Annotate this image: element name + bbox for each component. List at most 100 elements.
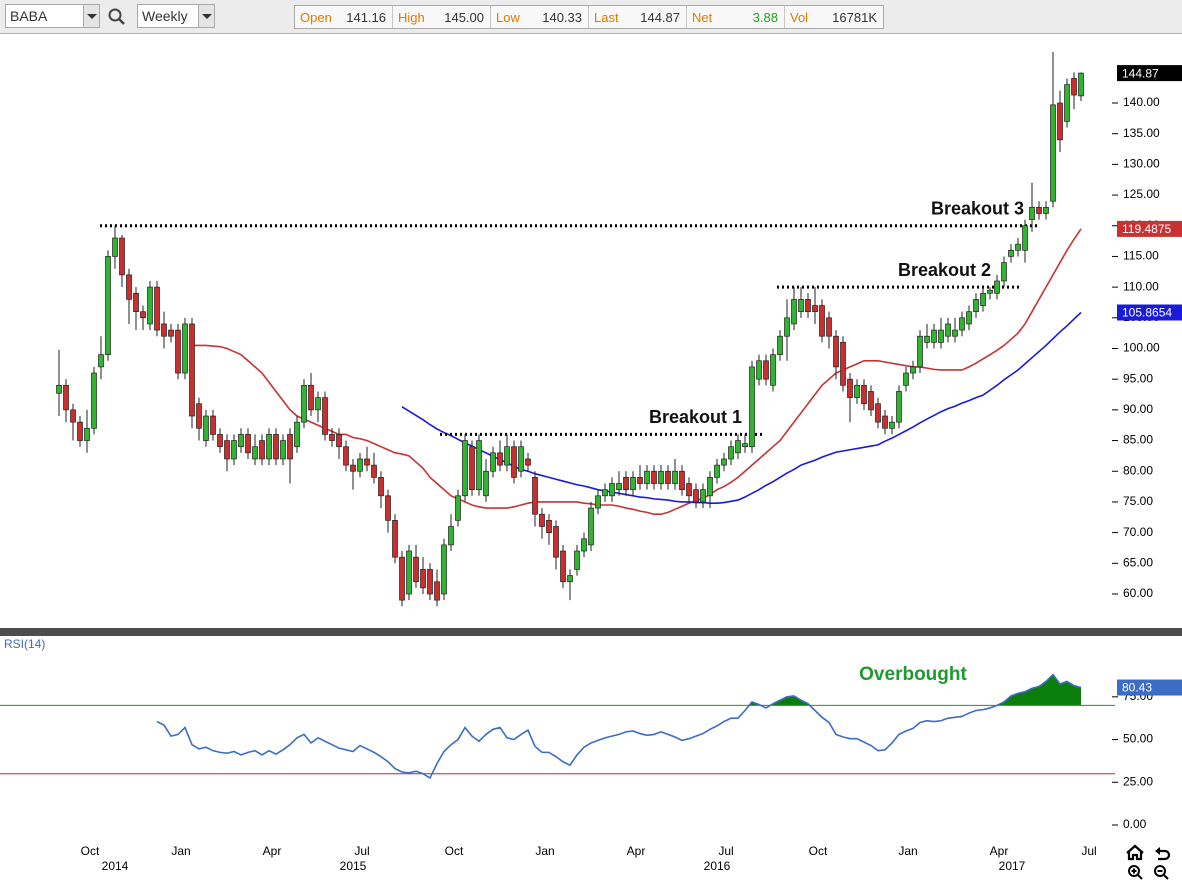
undo-button[interactable] xyxy=(1155,847,1171,861)
candle-body xyxy=(686,483,692,497)
candle-body xyxy=(567,575,573,583)
last-price-label: 144.87 xyxy=(1122,66,1159,80)
candle-body xyxy=(924,335,930,343)
candle-body xyxy=(483,470,489,497)
candle-body xyxy=(1036,206,1042,214)
candle-body xyxy=(105,256,111,355)
candle-body xyxy=(364,458,370,466)
candle-body xyxy=(735,440,741,454)
candle-body xyxy=(546,519,552,533)
candle-body xyxy=(427,569,433,595)
candle-body xyxy=(721,458,727,466)
candle-body xyxy=(56,384,62,394)
zoom-out-button[interactable] xyxy=(1154,865,1169,880)
y-tick-label: 85.00 xyxy=(1123,433,1153,447)
candle-body xyxy=(637,477,643,484)
candle-body xyxy=(462,440,468,497)
candle-body xyxy=(385,495,391,521)
candle-body xyxy=(392,519,398,558)
panel-separator xyxy=(0,628,1182,636)
candle-body xyxy=(903,372,909,386)
candle-body xyxy=(336,434,342,448)
candle-body xyxy=(917,335,923,368)
candle-body xyxy=(805,299,811,313)
y-tick-label: 95.00 xyxy=(1123,371,1153,385)
quote-value: 16781K xyxy=(832,9,877,25)
last-rsi-label-box xyxy=(1117,679,1182,696)
candle-body xyxy=(224,440,230,460)
candle-body xyxy=(371,464,377,478)
candle-body xyxy=(308,384,314,411)
candle-body xyxy=(266,434,272,460)
zoom-in-button[interactable] xyxy=(1128,865,1143,880)
x-tick-label: Oct xyxy=(81,844,100,858)
symbol-dropdown[interactable] xyxy=(83,5,99,27)
candle-body xyxy=(763,360,769,380)
candle-body xyxy=(119,237,125,276)
candle-body xyxy=(1001,262,1007,282)
candle-body xyxy=(840,342,846,386)
candle-body xyxy=(959,317,965,331)
home-button[interactable] xyxy=(1126,844,1144,861)
interval-dropdown[interactable] xyxy=(198,5,214,27)
y-tick-label: 140.00 xyxy=(1123,95,1160,109)
quote-label: Last xyxy=(594,9,619,25)
candle-body xyxy=(987,289,993,294)
candle-body xyxy=(511,446,517,478)
candle-body xyxy=(217,434,223,448)
candle-body xyxy=(833,335,839,368)
candle-body xyxy=(259,440,265,460)
candle-body xyxy=(203,415,209,441)
candle-body xyxy=(728,446,734,460)
panel-title: RSI(14) xyxy=(4,637,45,651)
candle-body xyxy=(616,483,622,491)
x-tick-label: Oct xyxy=(445,844,464,858)
toolbar: BABA Weekly Open 141.16 High 145.00 Low 140… xyxy=(0,0,1182,34)
candle-body xyxy=(651,470,657,484)
breakout-label: Breakout 2 xyxy=(898,260,991,280)
candle-body xyxy=(294,421,300,448)
candle-body xyxy=(315,397,321,411)
candle-body xyxy=(819,305,825,337)
candle-body xyxy=(658,470,664,484)
candle-body xyxy=(63,384,69,411)
candle-body xyxy=(931,329,937,343)
symbol-box[interactable]: BABA xyxy=(5,4,100,28)
candle-body xyxy=(350,464,356,472)
candle-body xyxy=(70,409,76,423)
candle-body xyxy=(245,434,251,454)
quote-value: 140.33 xyxy=(542,9,582,25)
candle-body xyxy=(798,299,804,313)
quote-cell: High 145.00 xyxy=(393,6,491,28)
interval-box[interactable]: Weekly xyxy=(137,4,215,28)
candle-body xyxy=(490,452,496,472)
candle-body xyxy=(672,470,678,484)
candle-body xyxy=(756,360,762,380)
candle-body xyxy=(133,292,139,313)
candle-body xyxy=(826,317,832,337)
candle-body xyxy=(280,440,286,460)
candle-body xyxy=(455,495,461,521)
candle-body xyxy=(1057,102,1063,141)
candle-body xyxy=(644,470,650,484)
search-button[interactable] xyxy=(107,7,127,27)
candle-body xyxy=(784,317,790,337)
candle-body xyxy=(854,384,860,398)
candle-body xyxy=(875,403,881,423)
candle-body xyxy=(994,280,1000,294)
x-tick-label: Oct xyxy=(809,844,828,858)
candle-body xyxy=(525,458,531,466)
y-tick-label: 80.00 xyxy=(1123,463,1153,477)
candle-body xyxy=(980,292,986,306)
candle-body xyxy=(77,421,83,441)
last-value-label: 105.8654 xyxy=(1122,306,1172,320)
x-tick-label: Jul xyxy=(718,844,733,858)
candle-body xyxy=(861,384,867,405)
candle-body xyxy=(476,440,482,491)
y-tick-label: 60.00 xyxy=(1123,586,1153,600)
candle-body xyxy=(469,446,475,491)
quote-cell: Last 144.87 xyxy=(589,6,687,28)
candle-body xyxy=(889,421,895,429)
candle-body xyxy=(378,477,384,497)
